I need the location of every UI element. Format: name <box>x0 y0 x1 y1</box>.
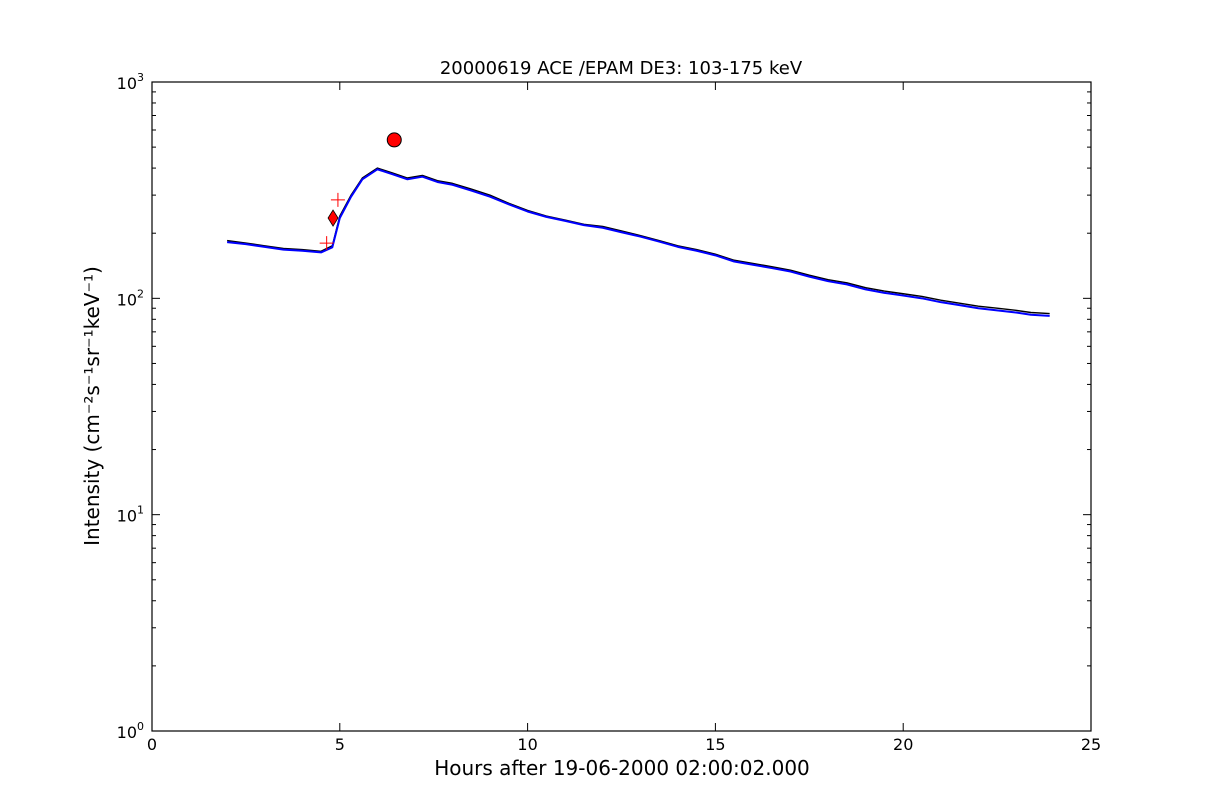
series-line-2 <box>227 168 1050 317</box>
marker-layer <box>319 132 402 251</box>
x-tick-label: 5 <box>335 735 345 754</box>
y-tick-label: 100 <box>117 720 144 742</box>
marker-plus <box>330 192 345 207</box>
x-tick-label: 0 <box>147 735 157 754</box>
plot-frame <box>151 81 1092 732</box>
marker-plus <box>319 236 334 251</box>
y-tick-label: 102 <box>117 287 144 309</box>
series-layer <box>227 167 1050 317</box>
marker-circle <box>386 132 402 148</box>
x-tick-label: 25 <box>1081 735 1101 754</box>
y-tick-label: 101 <box>117 504 144 526</box>
y-tick-label: 103 <box>117 71 144 93</box>
x-tick-label: 15 <box>705 735 725 754</box>
marker-diamond <box>327 209 339 227</box>
x-tick-label: 10 <box>517 735 537 754</box>
x-axis-label: Hours after 19-06-2000 02:00:02.000 <box>434 756 810 780</box>
x-tick-label: 20 <box>893 735 913 754</box>
y-axis-label: Intensity (cm⁻²s⁻¹sr⁻¹keV⁻¹) <box>80 266 104 546</box>
chart-title: 20000619 ACE /EPAM DE3: 103-175 keV <box>440 58 803 79</box>
